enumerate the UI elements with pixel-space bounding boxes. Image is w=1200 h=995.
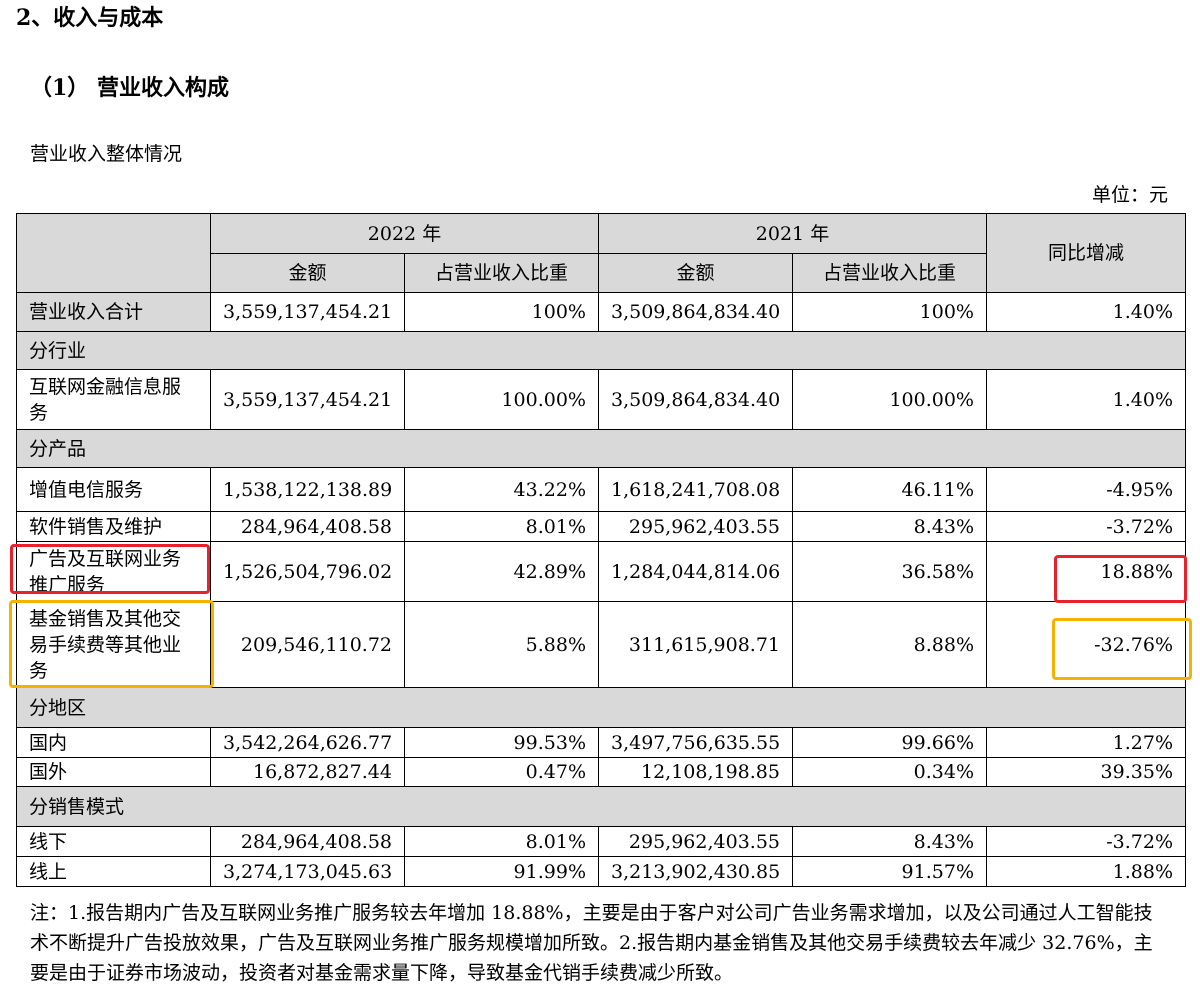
cell-amount-2021: 295,962,403.55 xyxy=(598,826,793,857)
cell-amount-2022: 1,538,122,138.89 xyxy=(210,467,405,512)
cell-yoy: 1.40% xyxy=(986,369,1186,430)
table-row: 软件销售及维护 284,964,408.58 8.01% 295,962,403… xyxy=(16,511,1186,542)
table-row: 基金销售及其他交易手续费等其他业务 209,546,110.72 5.88% 3… xyxy=(16,601,1186,688)
table-row: 广告及互联网业务推广服务 1,526,504,796.02 42.89% 1,2… xyxy=(16,541,1186,602)
cell-amount-2021: 3,497,756,635.55 xyxy=(598,727,793,758)
cell-ratio-2021: 8.43% xyxy=(792,511,987,542)
row-label: 基金销售及其他交易手续费等其他业务 xyxy=(16,601,211,688)
cell-amount-2022: 3,559,137,454.21 xyxy=(210,369,405,430)
section-row-region: 分地区 xyxy=(16,687,1186,728)
table-row: 线上 3,274,173,045.63 91.99% 3,213,902,430… xyxy=(16,856,1186,887)
row-label: 互联网金融信息服务 xyxy=(16,369,211,430)
cell-amount-2022: 1,526,504,796.02 xyxy=(210,541,405,602)
cell-yoy: -3.72% xyxy=(986,826,1186,857)
cell-yoy: 18.88% xyxy=(986,541,1186,602)
header-amount-2021: 金额 xyxy=(598,253,793,293)
header-corner xyxy=(16,213,211,293)
table-row: 国外 16,872,827.44 0.47% 12,108,198.85 0.3… xyxy=(16,757,1186,787)
cell-ratio-2021: 100% xyxy=(792,292,987,332)
table-title: 营业收入整体情况 xyxy=(30,143,183,165)
cell-ratio-2022: 91.99% xyxy=(404,856,599,887)
cell-yoy: -3.72% xyxy=(986,511,1186,542)
cell-ratio-2022: 100% xyxy=(404,292,599,332)
cell-amount-2022: 209,546,110.72 xyxy=(210,601,405,688)
cell-amount-2021: 1,284,044,814.06 xyxy=(598,541,793,602)
cell-amount-2021: 12,108,198.85 xyxy=(598,757,793,787)
cell-ratio-2021: 0.34% xyxy=(792,757,987,787)
cell-ratio-2021: 99.66% xyxy=(792,727,987,758)
header-ratio-2021: 占营业收入比重 xyxy=(792,253,987,293)
cell-ratio-2021: 91.57% xyxy=(792,856,987,887)
cell-amount-2022: 3,542,264,626.77 xyxy=(210,727,405,758)
table-row: 增值电信服务 1,538,122,138.89 43.22% 1,618,241… xyxy=(16,467,1186,512)
cell-yoy: 1.27% xyxy=(986,727,1186,758)
cell-ratio-2021: 36.58% xyxy=(792,541,987,602)
subsection-heading: （1） 营业收入构成 xyxy=(30,75,229,101)
section-row-sales-mode: 分销售模式 xyxy=(16,786,1186,827)
header-amount-2022: 金额 xyxy=(210,253,405,293)
cell-yoy: 39.35% xyxy=(986,757,1186,787)
header-row-columns: 金额 占营业收入比重 金额 占营业收入比重 xyxy=(17,253,1186,293)
cell-ratio-2022: 8.01% xyxy=(404,826,599,857)
table-row-total: 营业收入合计 3,559,137,454.21 100% 3,509,864,8… xyxy=(16,292,1186,332)
cell-amount-2022: 16,872,827.44 xyxy=(210,757,405,787)
section-row-product: 分产品 xyxy=(16,429,1186,468)
highlight-box-ad-yoy xyxy=(1054,555,1187,603)
row-label: 国内 xyxy=(16,727,211,758)
cell-yoy: -4.95% xyxy=(986,467,1186,512)
section-label: 分行业 xyxy=(16,331,1186,370)
section-heading: 2、收入与成本 xyxy=(16,5,164,31)
cell-amount-2021: 311,615,908.71 xyxy=(598,601,793,688)
row-label: 线上 xyxy=(16,856,211,887)
cell-ratio-2022: 99.53% xyxy=(404,727,599,758)
cell-ratio-2022: 0.47% xyxy=(404,757,599,787)
highlight-box-fund-yoy xyxy=(1052,618,1192,680)
section-row-industry: 分行业 xyxy=(16,331,1186,370)
cell-ratio-2021: 8.88% xyxy=(792,601,987,688)
cell-yoy: 1.88% xyxy=(986,856,1186,887)
cell-ratio-2021: 8.43% xyxy=(792,826,987,857)
cell-amount-2021: 1,618,241,708.08 xyxy=(598,467,793,512)
header-row-years: 2022 年 2021 年 同比增减 xyxy=(16,213,1186,293)
header-year-2021: 2021 年 xyxy=(598,213,987,254)
header-ratio-2022: 占营业收入比重 xyxy=(404,253,599,293)
cell-amount-2022: 284,964,408.58 xyxy=(210,826,405,857)
cell-amount-2021: 295,962,403.55 xyxy=(598,511,793,542)
row-label: 国外 xyxy=(16,757,211,787)
cell-ratio-2022: 42.89% xyxy=(404,541,599,602)
cell-ratio-2022: 5.88% xyxy=(404,601,599,688)
highlight-box-ad-label xyxy=(10,544,210,594)
row-label: 营业收入合计 xyxy=(16,292,211,332)
highlight-box-fund-label xyxy=(9,600,214,688)
cell-amount-2022: 3,274,173,045.63 xyxy=(210,856,405,887)
cell-ratio-2022: 43.22% xyxy=(404,467,599,512)
cell-yoy: -32.76% xyxy=(986,601,1186,688)
section-label: 分产品 xyxy=(16,429,1186,468)
footnote: 注：1.报告期内广告及互联网业务推广服务较去年增加 18.88%，主要是由于客户… xyxy=(30,902,1153,984)
cell-amount-2022: 3,559,137,454.21 xyxy=(210,292,405,332)
table-row: 国内 3,542,264,626.77 99.53% 3,497,756,635… xyxy=(16,727,1186,758)
row-label: 软件销售及维护 xyxy=(16,511,211,542)
table-row: 互联网金融信息服务 3,559,137,454.21 100.00% 3,509… xyxy=(16,369,1186,430)
row-label: 线下 xyxy=(16,826,211,857)
row-label: 增值电信服务 xyxy=(16,467,211,512)
cell-yoy: 1.40% xyxy=(986,292,1186,332)
revenue-table: 2022 年 2021 年 同比增减 金额 占营业收入比重 金额 占营业收入比重… xyxy=(16,213,1186,887)
cell-ratio-2022: 8.01% xyxy=(404,511,599,542)
section-label: 分地区 xyxy=(16,687,1186,728)
table-row: 线下 284,964,408.58 8.01% 295,962,403.55 8… xyxy=(16,826,1186,857)
cell-ratio-2021: 100.00% xyxy=(792,369,987,430)
unit-label: 单位：元 xyxy=(1091,184,1168,206)
cell-amount-2021: 3,509,864,834.40 xyxy=(598,292,793,332)
cell-amount-2021: 3,509,864,834.40 xyxy=(598,369,793,430)
cell-amount-2022: 284,964,408.58 xyxy=(210,511,405,542)
header-year-2022: 2022 年 xyxy=(210,213,599,254)
cell-amount-2021: 3,213,902,430.85 xyxy=(598,856,793,887)
cell-ratio-2022: 100.00% xyxy=(404,369,599,430)
section-label: 分销售模式 xyxy=(16,786,1186,827)
header-yoy: 同比增减 xyxy=(986,213,1186,293)
cell-ratio-2021: 46.11% xyxy=(792,467,987,512)
